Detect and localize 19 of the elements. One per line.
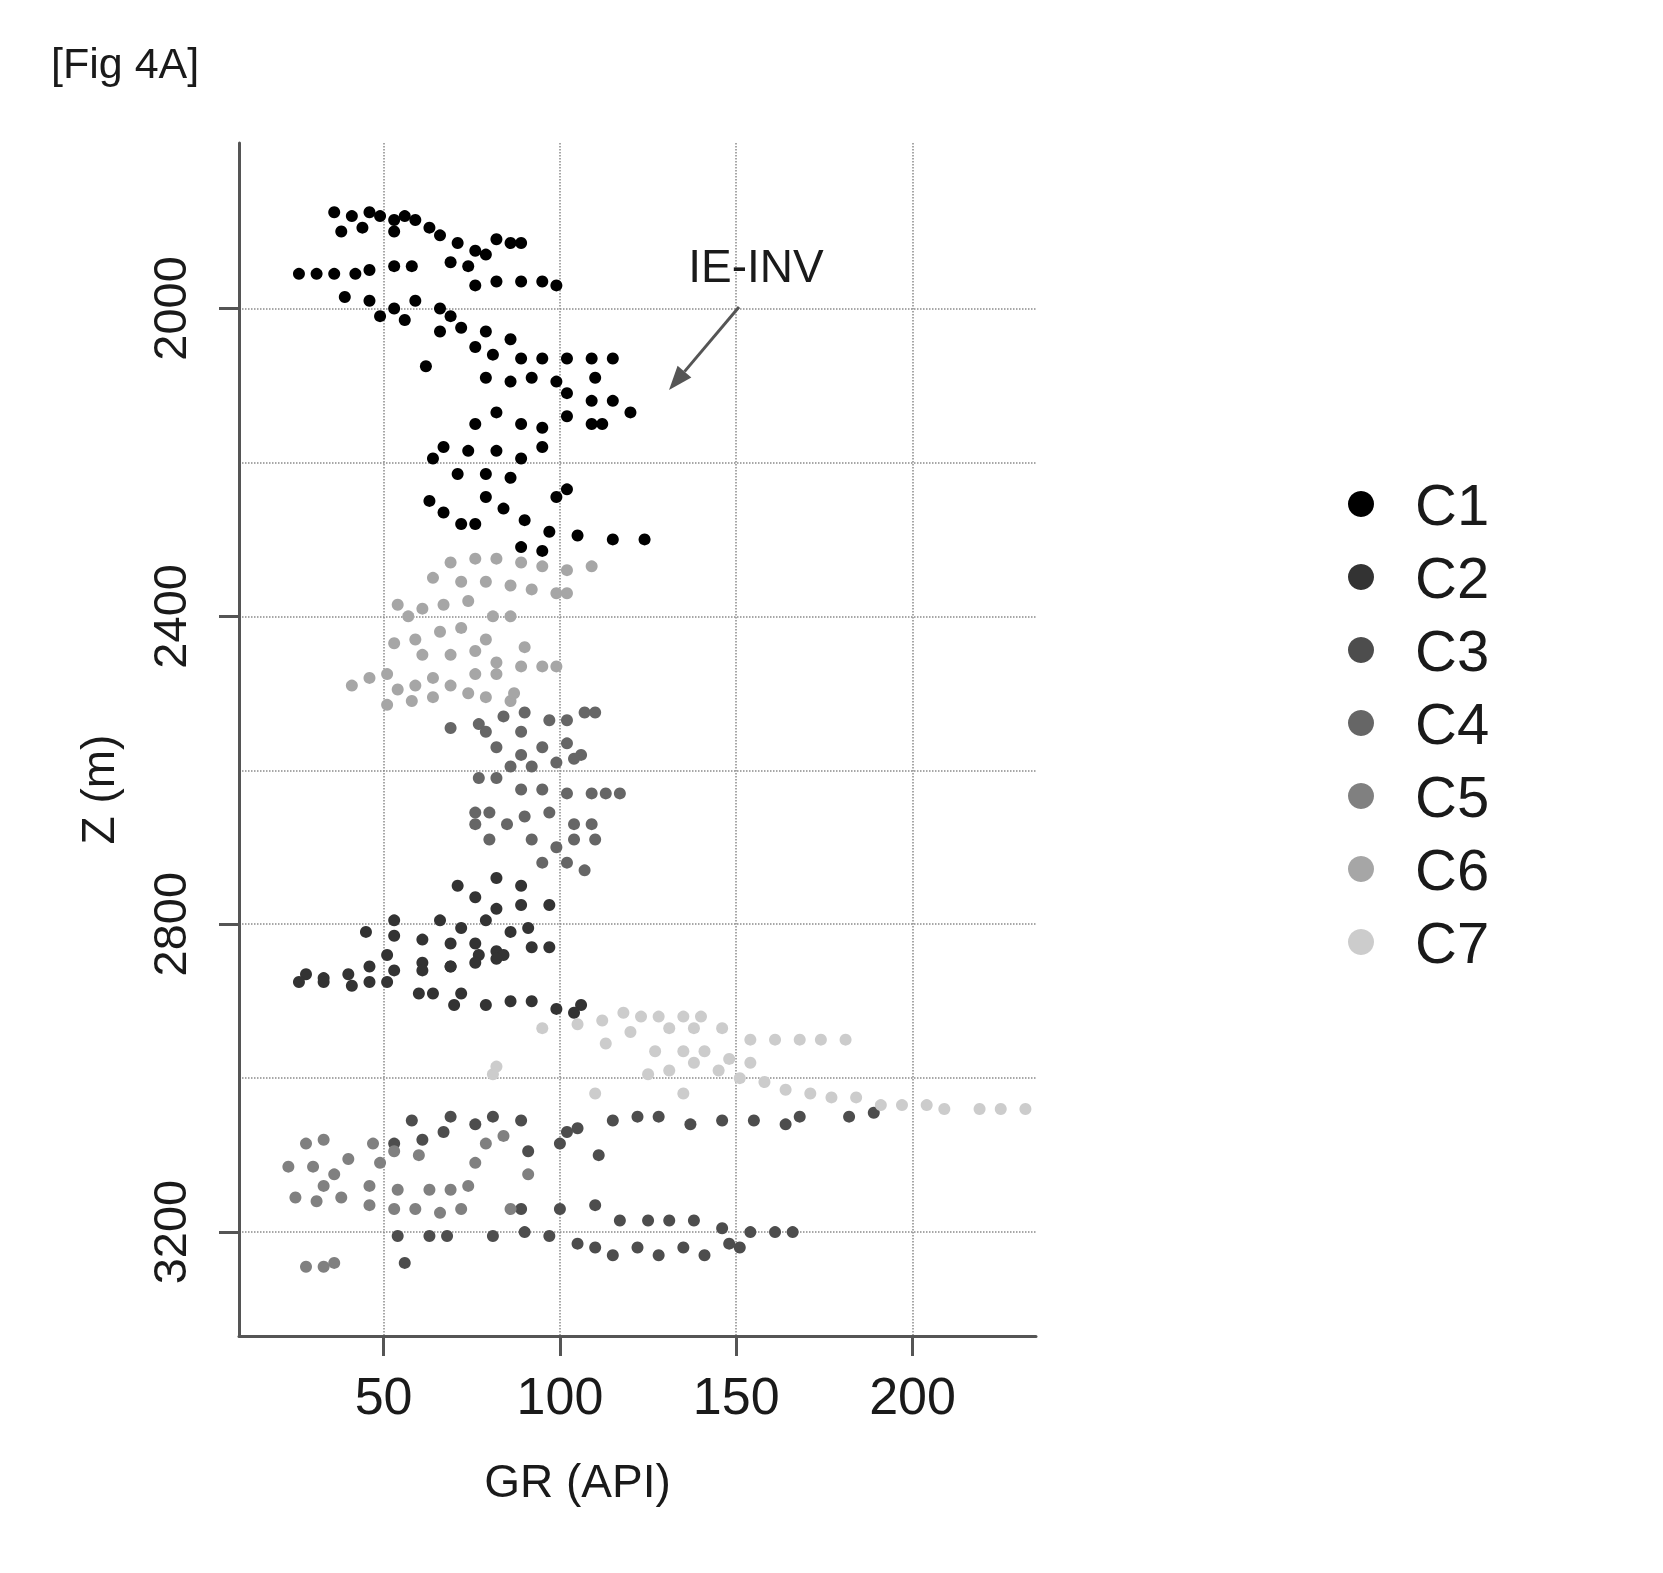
x-tick-label: 200	[869, 1367, 956, 1425]
legend-label: C3	[1415, 617, 1490, 683]
x-tick-label: 150	[692, 1367, 780, 1425]
y-tick-label: 2800	[143, 871, 196, 977]
chart-title: [Fig 4A]	[51, 38, 200, 87]
legend-label: C7	[1415, 909, 1490, 975]
x-tick-label: 50	[354, 1367, 413, 1425]
x-axis-title: GR (API)	[484, 1455, 671, 1507]
y-tick-label: 3200	[143, 1179, 196, 1285]
y-tick-label: 2400	[143, 564, 196, 669]
legend-label: C5	[1415, 763, 1490, 829]
legend-label: C2	[1415, 544, 1490, 610]
annotation: IE-INV	[688, 240, 824, 292]
legend-label: C6	[1415, 836, 1490, 902]
legend-label: C4	[1415, 690, 1490, 756]
x-tick-label: 100	[516, 1367, 604, 1425]
y-tick-label: 2000	[143, 256, 196, 361]
legend-label: C1	[1415, 471, 1490, 537]
y-axis-title: Z (m)	[72, 734, 124, 845]
